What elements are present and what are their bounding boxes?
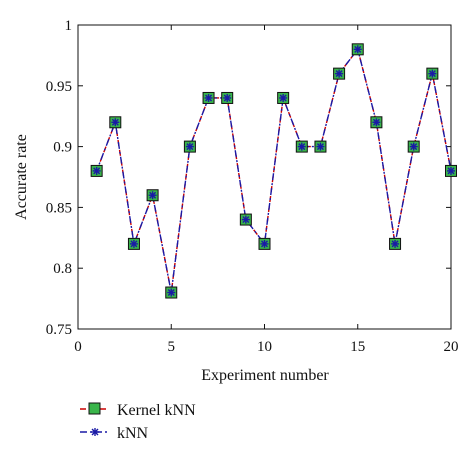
y-tick-label: 0.75 bbox=[46, 322, 72, 338]
knn-point bbox=[167, 288, 176, 297]
series-lines bbox=[95, 47, 452, 293]
x-axis-ticks: 0 5 10 15 20 bbox=[74, 25, 459, 355]
legend-label-kernel-knn: Kernel kNN bbox=[117, 402, 196, 419]
y-tick-label: 0.9 bbox=[53, 140, 72, 156]
knn-point bbox=[409, 142, 418, 151]
x-tick-label: 5 bbox=[168, 339, 176, 355]
series-markers bbox=[90, 43, 457, 299]
plot-border bbox=[77, 24, 452, 330]
x-axis-title: Experiment number bbox=[201, 367, 329, 384]
knn-point bbox=[241, 215, 250, 224]
y-tick-label: 0.85 bbox=[46, 200, 72, 216]
legend: Kernel kNN kNN bbox=[80, 402, 196, 442]
y-axis-title: Accurate rate bbox=[13, 134, 30, 220]
knn-point bbox=[279, 93, 288, 102]
knn-point bbox=[428, 69, 437, 78]
x-tick-label: 10 bbox=[257, 339, 272, 355]
knn-point bbox=[316, 142, 325, 151]
knn-point bbox=[129, 239, 138, 248]
knn-point bbox=[204, 93, 213, 102]
y-tick-label: 0.8 bbox=[53, 261, 72, 277]
plot-frame bbox=[77, 24, 452, 330]
knn-point bbox=[391, 239, 400, 248]
knn-point bbox=[148, 191, 157, 200]
legend-item-kernel-knn: Kernel kNN bbox=[80, 402, 196, 419]
knn-point bbox=[260, 239, 269, 248]
x-tick-label: 0 bbox=[74, 339, 82, 355]
kernel-knn-line bbox=[95, 47, 452, 293]
knn-point bbox=[447, 166, 455, 175]
x-tick-label: 20 bbox=[444, 339, 459, 355]
y-tick-label: 1 bbox=[65, 18, 73, 34]
knn-line bbox=[95, 47, 452, 293]
legend-item-knn: kNN bbox=[80, 425, 149, 442]
y-tick-label: 0.95 bbox=[46, 79, 72, 95]
knn-point bbox=[372, 118, 381, 127]
knn-point bbox=[111, 118, 120, 127]
legend-marker-knn bbox=[91, 428, 99, 436]
y-axis-ticks: 0.75 0.8 0.85 0.9 0.95 1 bbox=[46, 18, 451, 338]
knn-point bbox=[185, 142, 194, 151]
knn-point bbox=[353, 45, 362, 54]
knn-point bbox=[223, 93, 232, 102]
legend-marker-kernel-knn bbox=[88, 402, 101, 415]
knn-point bbox=[297, 142, 306, 151]
knn-point bbox=[92, 166, 101, 175]
x-tick-label: 15 bbox=[350, 339, 365, 355]
legend-label-knn: kNN bbox=[117, 425, 149, 442]
knn-point bbox=[335, 69, 344, 78]
